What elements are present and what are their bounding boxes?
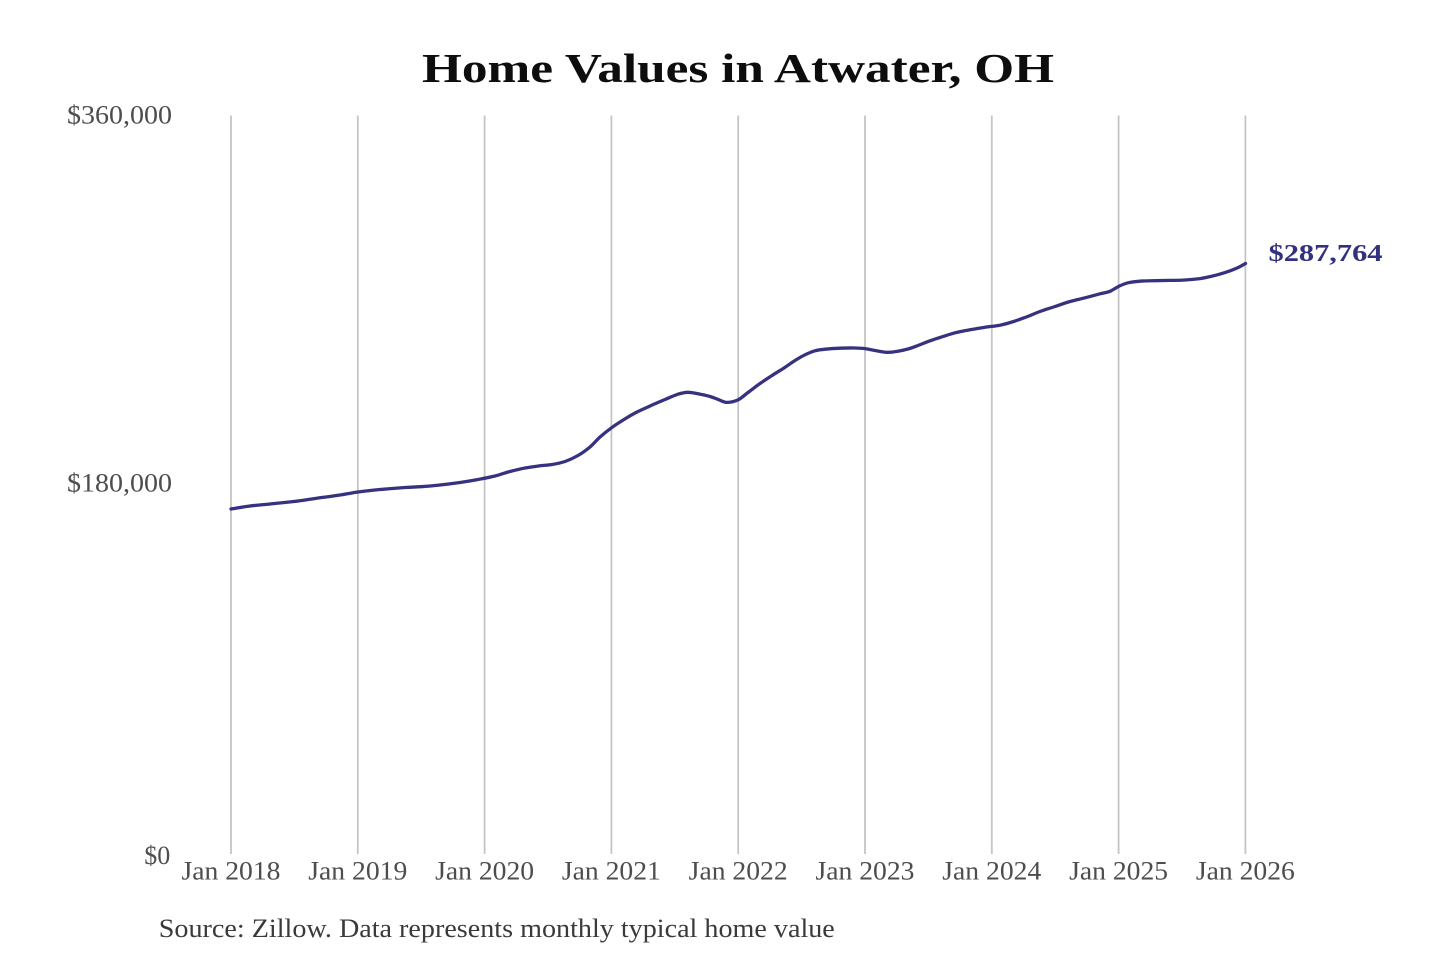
svg-text:$287,764: $287,764 — [1269, 241, 1383, 267]
svg-text:Source: Zillow. Data represent: Source: Zillow. Data represents monthly … — [159, 914, 835, 943]
svg-text:Jan 2025: Jan 2025 — [1069, 857, 1168, 886]
svg-text:Jan 2021: Jan 2021 — [562, 857, 661, 886]
svg-text:Home Values in Atwater, OH: Home Values in Atwater, OH — [422, 45, 1054, 91]
svg-text:Jan 2019: Jan 2019 — [308, 857, 407, 886]
svg-text:Jan 2024: Jan 2024 — [942, 857, 1041, 886]
svg-text:$0: $0 — [144, 841, 170, 870]
svg-text:Jan 2023: Jan 2023 — [816, 857, 915, 886]
svg-text:$360,000: $360,000 — [67, 101, 172, 130]
svg-text:Jan 2026: Jan 2026 — [1196, 857, 1295, 886]
svg-text:Jan 2018: Jan 2018 — [182, 857, 281, 886]
svg-text:Jan 2020: Jan 2020 — [435, 857, 534, 886]
svg-text:$180,000: $180,000 — [67, 469, 172, 498]
svg-text:Jan 2022: Jan 2022 — [689, 857, 788, 886]
